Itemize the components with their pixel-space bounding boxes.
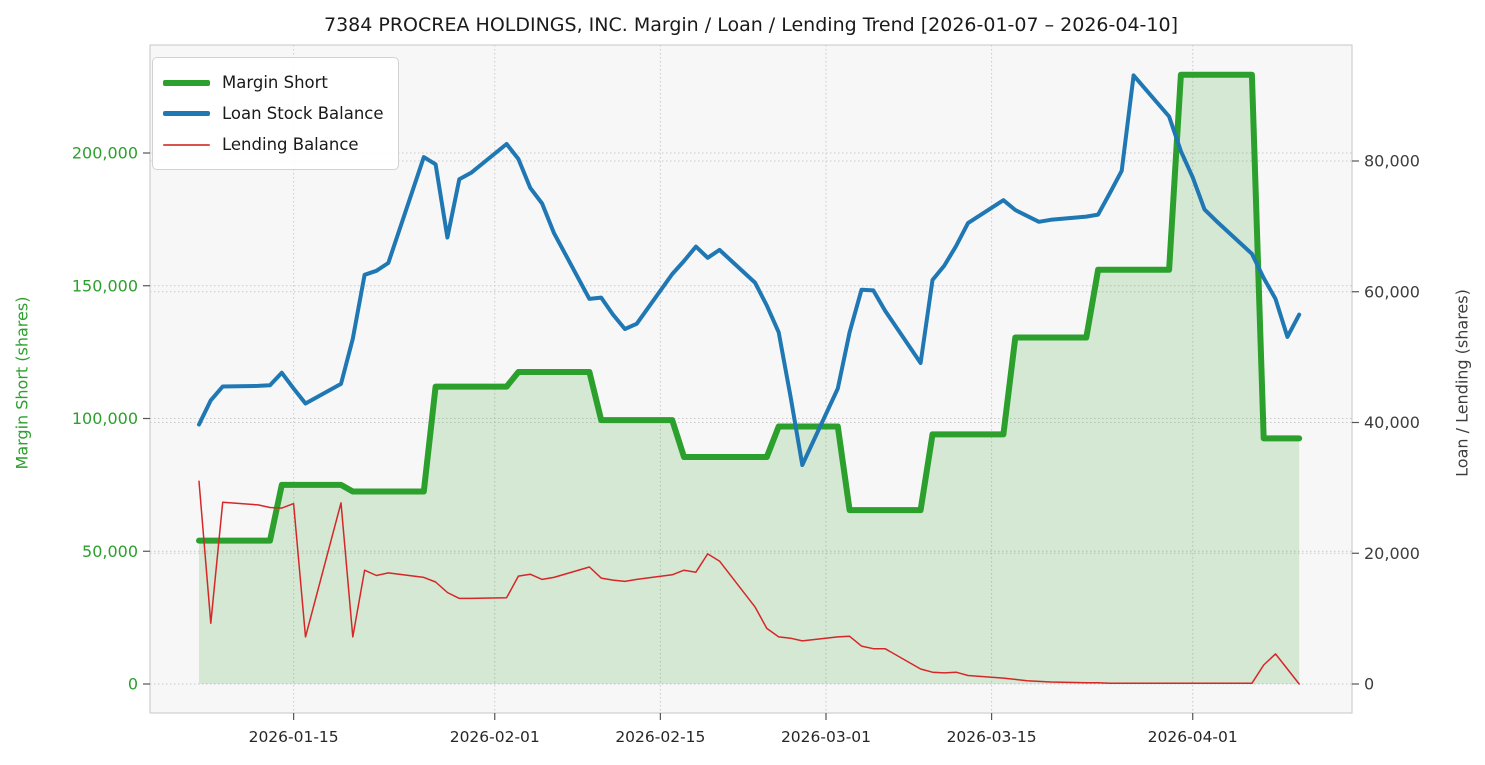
- margin-short-area: [199, 74, 1300, 684]
- chart-title: 7384 PROCREA HOLDINGS, INC. Margin / Loa…: [324, 14, 1178, 36]
- legend-label: Margin Short: [222, 73, 328, 92]
- legend-swatch: [163, 79, 210, 86]
- x-axis-tick-label: 2026-02-01: [450, 728, 540, 746]
- right-axis-tick-label: 60,000: [1364, 282, 1420, 301]
- tick-marks: [143, 152, 1359, 720]
- x-axis-tick-label: 2026-04-01: [1148, 728, 1238, 746]
- margin-short-line: [196, 71, 1303, 544]
- right-axis-tick-label: 20,000: [1364, 544, 1420, 563]
- left-axis-tick-label: 100,000: [72, 409, 138, 428]
- right-axis-tick-label: 80,000: [1364, 152, 1420, 171]
- x-axis-tick-label: 2026-03-15: [947, 728, 1037, 746]
- left-axis-tick-label: 50,000: [82, 542, 138, 561]
- x-axis-tick-label: 2026-02-15: [615, 728, 705, 746]
- legend: Margin Short Loan Stock Balance Lending Ba…: [152, 57, 399, 170]
- legend-label: Lending Balance: [222, 135, 359, 154]
- left-axis-tick-label: 150,000: [72, 276, 138, 295]
- legend-swatch: [163, 111, 210, 116]
- axis-tick-labels: 0 50,000 100,000 150,000 200,000 0 20,000 40,00…: [72, 144, 1420, 747]
- right-axis-title: Loan / Lending (shares): [1452, 289, 1472, 477]
- left-axis-title: Margin Short (shares): [12, 296, 32, 470]
- legend-item-0: Margin Short: [163, 67, 384, 98]
- legend-item-2: Lending Balance: [163, 129, 384, 160]
- legend-label: Loan Stock Balance: [222, 104, 384, 123]
- legend-item-1: Loan Stock Balance: [163, 98, 384, 129]
- right-axis-tick-label: 40,000: [1364, 413, 1420, 432]
- x-axis-tick-label: 2026-03-01: [781, 728, 871, 746]
- legend-swatch: [163, 143, 210, 146]
- right-axis-tick-label: 0: [1364, 675, 1374, 694]
- x-axis-tick-label: 2026-01-15: [249, 728, 339, 746]
- plot-border: [149, 44, 1353, 714]
- left-axis-tick-label: 0: [128, 675, 138, 694]
- lending-line: [198, 480, 1300, 685]
- loan-stock-line: [197, 73, 1302, 467]
- left-axis-tick-label: 200,000: [72, 144, 138, 163]
